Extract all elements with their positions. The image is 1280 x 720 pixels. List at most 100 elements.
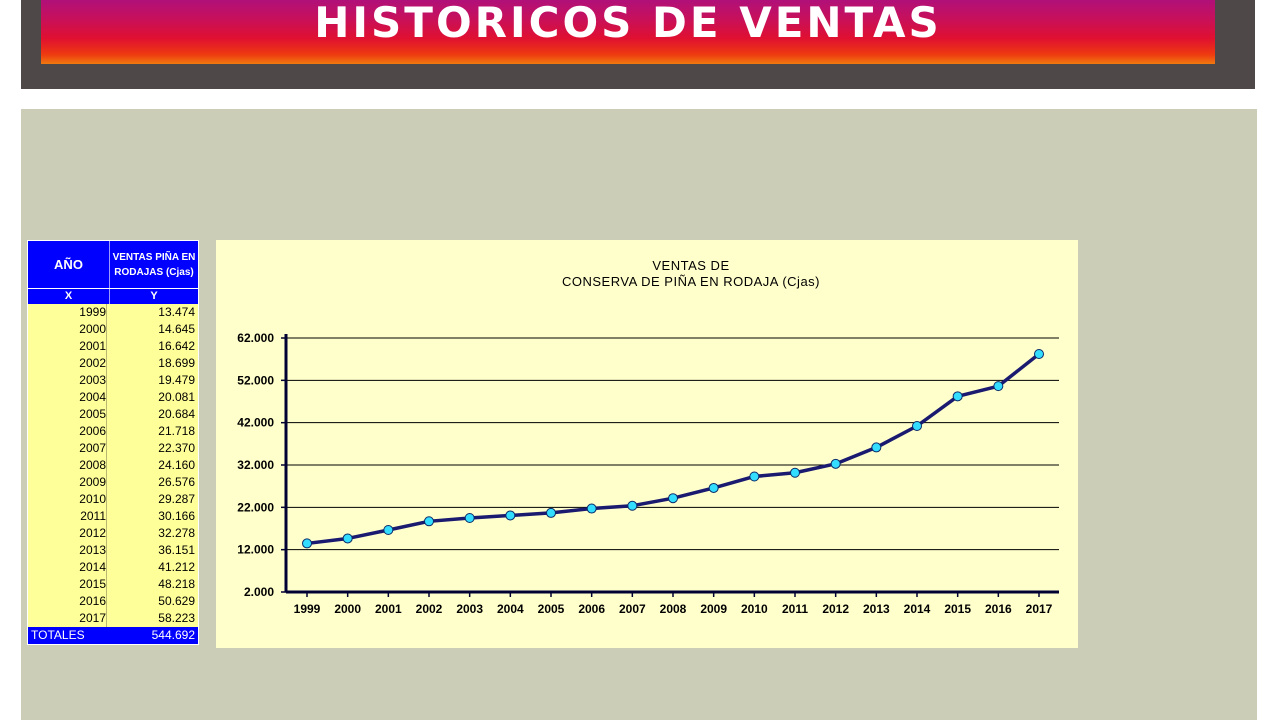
chart-panel: VENTAS DE CONSERVA DE PIÑA EN RODAJA (Cj…: [216, 240, 1078, 648]
x-tick-label: 2015: [944, 602, 971, 616]
data-point: [790, 467, 800, 478]
data-point: [993, 381, 1004, 392]
table-row: 2012 32.278: [28, 525, 198, 543]
value-cell: 14.645: [158, 322, 195, 336]
chart-title-line2: CONSERVA DE PIÑA EN RODAJA (Cjas): [561, 274, 821, 289]
year-cell: 2005: [28, 406, 107, 423]
year-cell: 2006: [28, 423, 107, 440]
value-cell: 20.081: [158, 390, 195, 404]
table-row: 2006 21.718: [28, 423, 198, 441]
y-tick-label: 2.000: [244, 585, 274, 599]
data-point: [505, 510, 516, 521]
x-tick-label: 2017: [1026, 602, 1053, 616]
value-cell: 19.479: [158, 373, 195, 387]
data-point: [546, 507, 556, 518]
total-label: TOTALES: [31, 628, 85, 642]
series-line: [306, 352, 1041, 546]
table-row: 1999 13.474: [28, 304, 198, 321]
value-cell: 32.278: [158, 526, 195, 540]
year-cell: 2004: [28, 389, 107, 406]
year-cell: 2015: [28, 576, 107, 593]
sales-table: AÑO VENTAS PIÑA EN RODAJAS (Cjas) X Y 19…: [27, 240, 199, 645]
y-tick-label: 52.000: [237, 373, 274, 387]
year-cell: 2002: [28, 355, 107, 372]
year-cell: 1999: [28, 304, 107, 321]
data-point: [424, 516, 434, 527]
data-point: [302, 538, 312, 549]
x-tick-label: 2010: [741, 602, 768, 616]
table-row: 2000 14.645: [28, 321, 198, 339]
header-x: X: [28, 289, 110, 304]
table-row: 2002 18.699: [28, 355, 198, 373]
data-point: [383, 525, 394, 536]
data-point: [749, 471, 760, 482]
table-subheader: X Y: [28, 288, 198, 304]
value-cell: 48.218: [158, 577, 195, 591]
table-row: 2011 30.166: [28, 508, 198, 525]
value-cell: 26.576: [158, 475, 195, 489]
table-row: 2005 20.684: [28, 406, 198, 423]
x-tick-label: 2001: [375, 602, 402, 616]
x-tick-label: 1999: [294, 602, 321, 616]
year-cell: 2012: [28, 525, 107, 542]
data-point: [708, 482, 719, 493]
x-tick-label: 2016: [985, 602, 1012, 616]
year-cell: 2010: [28, 491, 107, 508]
data-point: [668, 493, 678, 504]
data-point: [871, 442, 882, 453]
data-point: [912, 421, 922, 432]
y-tick-label: 62.000: [237, 331, 274, 345]
y-tick-label: 42.000: [237, 416, 274, 430]
table-row: 2003 19.479: [28, 372, 198, 389]
title-band: HISTORICOS DE VENTAS: [21, 0, 1255, 89]
data-point: [464, 513, 475, 524]
year-cell: 2009: [28, 474, 107, 491]
value-cell: 18.699: [158, 356, 195, 370]
year-cell: 2003: [28, 372, 107, 389]
table-row: 2008 24.160: [28, 457, 198, 475]
year-cell: 2013: [28, 542, 107, 559]
year-cell: 2017: [28, 610, 107, 627]
value-cell: 30.166: [158, 509, 195, 523]
year-cell: 2011: [28, 508, 107, 525]
data-point: [586, 503, 597, 514]
x-tick-label: 2003: [456, 602, 483, 616]
table-row: 2014 41.212: [28, 559, 198, 577]
chart-title: VENTAS DE CONSERVA DE PIÑA EN RODAJA (Cj…: [216, 258, 1166, 290]
value-cell: 58.223: [158, 611, 195, 625]
year-cell: 2000: [28, 321, 107, 338]
x-tick-label: 2008: [660, 602, 687, 616]
table-row: 2007 22.370: [28, 440, 198, 457]
data-point: [1034, 348, 1044, 359]
table-row: 2010 29.287: [28, 491, 198, 509]
total-value: 544.692: [151, 628, 195, 642]
value-cell: 20.684: [158, 407, 195, 421]
table-row: 2016 50.629: [28, 593, 198, 611]
value-cell: 29.287: [158, 492, 195, 506]
x-tick-label: 2009: [700, 602, 727, 616]
year-cell: 2016: [28, 593, 107, 610]
table-row: 2015 48.218: [28, 576, 198, 593]
year-cell: 2001: [28, 338, 107, 355]
data-point: [952, 391, 963, 402]
value-cell: 50.629: [158, 594, 195, 608]
table-row: 2001 16.642: [28, 338, 198, 355]
table-row: 2013 36.151: [28, 542, 198, 559]
chart-title-line1: VENTAS DE: [652, 258, 730, 273]
header-ventas: VENTAS PIÑA EN RODAJAS (Cjas): [112, 251, 196, 278]
data-point: [830, 458, 841, 469]
x-tick-label: 2000: [334, 602, 361, 616]
x-tick-label: 2004: [497, 602, 524, 616]
line-chart: 2.000 12.000 22.000 32.000 42.000 52.000 62.00…: [237, 331, 1059, 616]
y-tick-label: 32.000: [237, 458, 274, 472]
value-cell: 16.642: [158, 339, 195, 353]
data-point: [342, 533, 353, 544]
x-tick-label: 2012: [822, 602, 849, 616]
header-ano: AÑO: [28, 241, 110, 288]
data-point: [627, 500, 638, 511]
year-cell: 2014: [28, 559, 107, 576]
y-tick-label: 12.000: [237, 543, 274, 557]
table-header: AÑO VENTAS PIÑA EN RODAJAS (Cjas): [28, 241, 198, 288]
value-cell: 24.160: [158, 458, 195, 472]
value-cell: 13.474: [158, 305, 195, 319]
